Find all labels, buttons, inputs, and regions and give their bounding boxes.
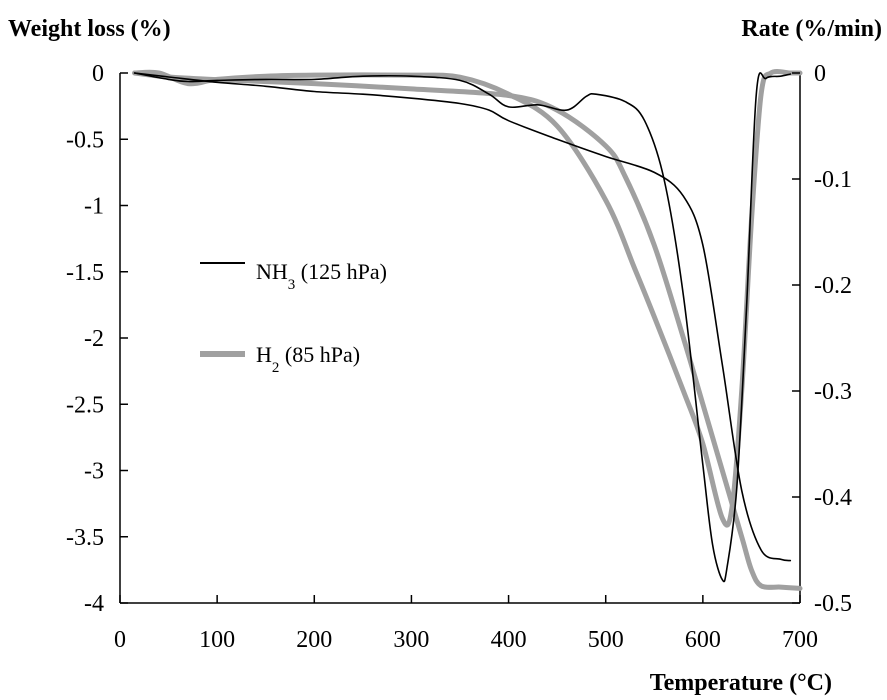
x-tick-label: 500: [588, 627, 624, 653]
y-right-axis-title: Rate (%/min): [741, 16, 882, 42]
y-left-tick-label: -4: [84, 591, 104, 617]
legend-nh3-rest: (125 hPa): [295, 259, 387, 284]
y-left-tick-label: -2.5: [66, 392, 104, 418]
y-left-tick-label: -3: [84, 459, 104, 485]
series-weight-loss-h2-curve: [132, 70, 803, 591]
y-left-tick-label: -1: [84, 194, 104, 220]
y-right-tick-label: 0: [814, 61, 826, 87]
x-tick-label: 600: [685, 627, 721, 653]
series-weight-loss-nh3-curve: [133, 72, 792, 562]
x-axis-title: Temperature (°C): [650, 670, 832, 696]
series-rate-nh3-curve: [133, 72, 792, 583]
legend-h2-sub: 2: [272, 360, 280, 376]
y-left-tick-label: -3.5: [66, 525, 104, 551]
x-tick-label: 0: [114, 627, 126, 653]
legend-nh3-main: NH: [256, 259, 288, 284]
y-right-tick-label: -0.4: [814, 485, 852, 511]
legend: NH3 (125 hPa) H2 (85 hPa): [200, 259, 387, 376]
y-left-tick-label: 0: [92, 61, 104, 87]
y-left-tick-label: -0.5: [66, 127, 104, 153]
legend-h2-rest: (85 hPa): [279, 342, 360, 367]
legend-h2-label: H2 (85 hPa): [256, 342, 360, 376]
y-right-tick-label: -0.3: [814, 379, 852, 405]
ticks: 0 100 200 300 400 500 600 700 0 -0.5 -1 -1.5 -2 -2.5 -…: [66, 61, 852, 653]
curves: [132, 68, 803, 591]
axes: [119, 73, 801, 604]
y-right-tick-label: -0.5: [814, 591, 852, 617]
y-left-tick-label: -2: [84, 326, 104, 352]
series-rate-h2-curve: [132, 68, 803, 528]
x-tick-label: 700: [782, 627, 818, 653]
x-tick-label: 100: [199, 627, 235, 653]
legend-nh3-sub: 3: [288, 277, 296, 293]
y-left-axis-title: Weight loss (%): [8, 16, 171, 42]
y-right-tick-label: -0.2: [814, 273, 852, 299]
x-tick-label: 400: [491, 627, 527, 653]
y-left-tick-label: -1.5: [66, 260, 104, 286]
x-tick-label: 200: [296, 627, 332, 653]
legend-nh3-label: NH3 (125 hPa): [256, 259, 387, 293]
x-tick-label: 300: [393, 627, 429, 653]
legend-h2-main: H: [256, 342, 272, 367]
y-right-tick-label: -0.1: [814, 167, 852, 193]
